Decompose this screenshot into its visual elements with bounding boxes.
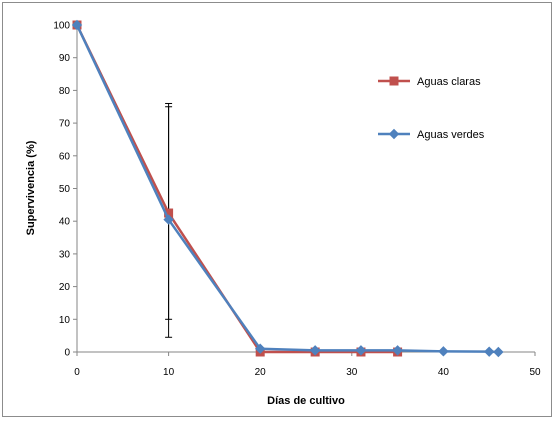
series-diamond bbox=[71, 19, 504, 358]
data-point bbox=[254, 343, 266, 354]
x-tick-label: 20 bbox=[255, 367, 267, 378]
data-point bbox=[392, 345, 403, 356]
y-axis-title: Supervivencia (%) bbox=[25, 140, 37, 235]
x-tick-label: 40 bbox=[438, 367, 450, 378]
y-tick-label: 90 bbox=[59, 53, 71, 64]
data-point bbox=[71, 19, 83, 31]
legend-label: Aguas claras bbox=[417, 76, 481, 88]
data-point bbox=[438, 346, 449, 357]
legend-label: Aguas verdes bbox=[417, 129, 485, 141]
chart-frame bbox=[2, 2, 552, 417]
data-point bbox=[483, 346, 495, 357]
x-axis-title: Días de cultivo bbox=[267, 395, 345, 407]
x-tick-label: 10 bbox=[163, 367, 175, 378]
series-layer bbox=[71, 19, 504, 358]
data-point bbox=[493, 346, 504, 358]
y-tick-label: 100 bbox=[53, 21, 70, 32]
series-line bbox=[75, 24, 499, 354]
y-tick-label: 20 bbox=[59, 282, 71, 293]
data-point bbox=[309, 345, 321, 356]
legend-marker bbox=[389, 76, 399, 86]
y-tick-label: 60 bbox=[59, 151, 71, 162]
axes: 0 10 20 30 40 50 60 70 80 90 100 0 10 20 30 40 50 bbox=[53, 21, 541, 379]
legend: Aguas claras Aguas verdes bbox=[378, 76, 485, 141]
data-point bbox=[355, 345, 367, 356]
x-tick-label: 30 bbox=[346, 367, 358, 378]
series-line bbox=[75, 24, 398, 354]
y-tick-label: 80 bbox=[59, 86, 71, 97]
y-tick-label: 10 bbox=[59, 315, 71, 326]
x-tick-label: 50 bbox=[529, 367, 541, 378]
data-point bbox=[163, 214, 174, 225]
series-square bbox=[72, 20, 403, 357]
y-tick-label: 50 bbox=[59, 184, 71, 195]
legend-marker bbox=[388, 128, 400, 140]
y-tick-label: 40 bbox=[59, 217, 71, 228]
y-tick-label: 0 bbox=[64, 348, 70, 359]
y-tick-label: 30 bbox=[59, 249, 71, 260]
x-tick-label: 0 bbox=[74, 367, 80, 378]
y-tick-label: 70 bbox=[59, 119, 71, 130]
